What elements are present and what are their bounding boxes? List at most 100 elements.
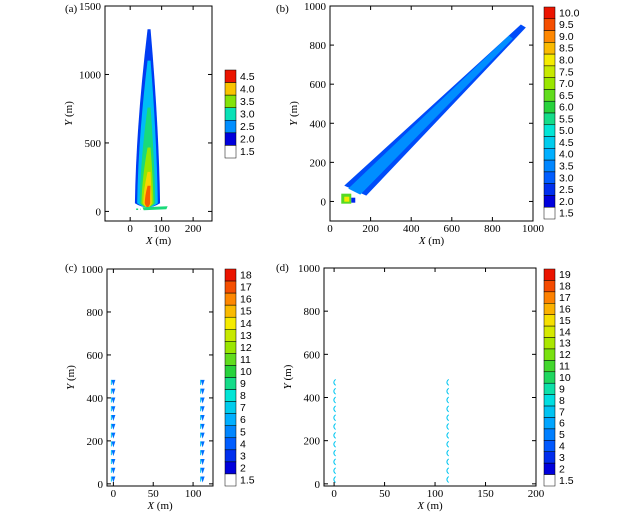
y-tick-label: 1000 [81, 264, 104, 276]
colorbar-swatch [543, 89, 556, 102]
wake-column-2-mark [446, 396, 450, 404]
colorbar-swatch [543, 6, 556, 20]
source-core [344, 196, 350, 202]
wake-column-2-mark [446, 414, 450, 422]
y-tick-label: 0 [321, 196, 327, 208]
x-axis-label: X (m) [146, 500, 173, 512]
colorbar-label: 7.5 [559, 66, 574, 78]
wake-column-2-mark [446, 387, 450, 395]
colorbar-swatch [543, 417, 556, 430]
colorbar-label: 1.5 [559, 475, 574, 487]
wake-column-2-mark [446, 431, 450, 439]
colorbar-swatch [543, 206, 556, 220]
colorbar-swatch [224, 377, 237, 390]
colorbar-label: 4.5 [240, 71, 255, 83]
plot-frame [323, 267, 537, 487]
wake-column-1-mark [333, 405, 336, 413]
colorbar-swatch [543, 303, 556, 315]
y-tick-label: 400 [304, 393, 321, 405]
colorbar-label: 2.0 [559, 196, 574, 208]
wake-column-2-mark [200, 415, 205, 422]
y-tick-label: 200 [310, 157, 327, 169]
colorbar-label: 12 [240, 342, 252, 354]
y-tick-label: 600 [87, 350, 104, 362]
colorbar-label: 8.5 [559, 43, 574, 55]
plot-content [341, 24, 526, 204]
colorbar-label: 2.0 [240, 134, 255, 146]
x-tick-label: 100 [185, 488, 202, 500]
colorbar-label: 3.0 [240, 109, 255, 121]
wake-column-1-mark [333, 476, 336, 483]
x-tick-label: 200 [362, 223, 379, 235]
colorbar-swatch [543, 348, 556, 361]
y-tick-label: 0 [96, 206, 102, 218]
wake-column-2-mark [446, 476, 450, 483]
colorbar-label: 13 [559, 338, 571, 350]
x-tick-label: 100 [427, 488, 444, 500]
colorbar-label: 18 [240, 270, 252, 282]
wake-column-2-mark [446, 405, 450, 413]
colorbar-swatch [543, 451, 556, 464]
y-tick-label: 800 [310, 40, 327, 52]
colorbar-label: 7.0 [559, 78, 574, 90]
colorbar-label: 1.5 [559, 208, 574, 220]
colorbar-swatch [543, 171, 556, 184]
y-tick-label: 0 [315, 479, 321, 491]
colorbar-swatch [224, 304, 237, 318]
wake-column-2-mark [446, 449, 450, 457]
colorbar-label: 15 [240, 306, 252, 318]
colorbar-swatch [224, 341, 237, 354]
colorbar-swatch [224, 449, 237, 463]
y-tick-label: 800 [87, 307, 104, 319]
colorbar-label: 16 [240, 294, 252, 306]
colorbar-label: 18 [559, 281, 571, 293]
wake-column-2-mark [446, 423, 450, 430]
colorbar-swatch [543, 337, 556, 350]
colorbar-label: 6 [559, 418, 565, 430]
wake-column-1-mark [111, 441, 116, 448]
y-tick-label: 800 [304, 306, 321, 318]
y-tick-label: 500 [85, 138, 102, 150]
colorbar-swatch [224, 316, 237, 330]
colorbar-label: 15 [559, 315, 571, 327]
panel-b: (b) 0 200 400 600 800 1000 0 200 400 600 800 1000 X (… [276, 1, 580, 247]
colorbar-label: 8 [559, 395, 565, 407]
colorbar-label: 3.0 [559, 172, 574, 184]
colorbar-label: 9 [559, 383, 565, 395]
y-tick-label: 400 [87, 393, 104, 405]
wake-column-1-mark [111, 423, 116, 430]
wake-column-1-mark [333, 440, 336, 448]
y-axis-label: Y (m) [282, 364, 294, 389]
panel-label: (b) [276, 3, 289, 15]
colorbar-swatch [224, 425, 237, 439]
x-tick-label: 200 [528, 488, 545, 500]
colorbar-label: 17 [240, 282, 252, 294]
colorbar-swatch [543, 462, 556, 475]
wake-column-1-mark [333, 387, 336, 395]
colorbar-swatch [224, 389, 237, 402]
colorbar-swatch [543, 382, 556, 395]
wake-column-1-mark [111, 458, 116, 465]
colorbar-label: 1.5 [240, 474, 255, 486]
colorbar-swatch [543, 65, 556, 78]
wake-column-1-mark [333, 467, 336, 475]
x-tick-label: 800 [484, 223, 501, 235]
wake-column-1-mark [333, 423, 336, 430]
colorbar-label: 19 [559, 269, 571, 281]
x-tick-label: 200 [185, 223, 202, 235]
plot-content [110, 379, 205, 483]
colorbar-label: 14 [559, 326, 571, 338]
colorbar-swatch [543, 112, 556, 126]
colorbar-label: 7 [559, 406, 565, 418]
colorbar-label: 2 [240, 462, 246, 474]
colorbar-label: 2.5 [559, 184, 574, 196]
colorbar-swatch [224, 401, 237, 414]
plot-frame [329, 5, 534, 222]
colorbar-swatch [224, 365, 237, 378]
wake-column-2-mark [446, 379, 450, 386]
x-tick-label: 0 [331, 488, 337, 500]
colorbar-swatch [224, 145, 237, 159]
wake-column-2-mark [200, 406, 205, 413]
